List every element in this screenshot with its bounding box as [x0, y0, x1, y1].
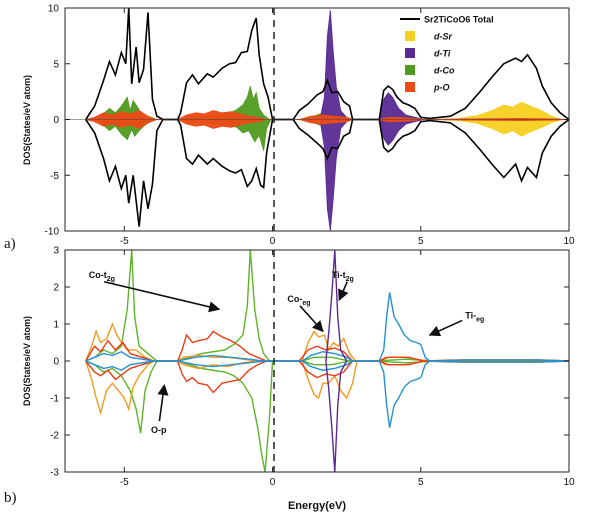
x-tick-label: -5: [120, 236, 129, 247]
panel-a-label: a): [4, 236, 16, 252]
legend-label-total: Sr2TiCoO6 Total: [424, 15, 494, 25]
annotation-label: Co-eg: [287, 294, 310, 307]
annotation-subscript: 2g: [107, 276, 115, 283]
x-axis-label: Energy(eV): [288, 500, 346, 512]
y-tick-label: -3: [50, 468, 59, 479]
legend-label-d-sr: d-Sr: [434, 32, 452, 42]
y-tick-label: -1: [50, 394, 59, 405]
annotation-label: O-p: [151, 425, 167, 435]
panel-b-projected-dos: -5 0 5 10 -3 -2 -1 0 1 2 3 DOS(States/eV atom) Ene…: [4, 246, 575, 513]
annotation-label: Co-t2g: [89, 270, 115, 283]
y-tick-label: -2: [50, 431, 59, 442]
annotation-text: Co-: [287, 294, 302, 304]
series-red-up: [85, 330, 569, 362]
y-tick-label: 3: [53, 246, 59, 257]
series-p-o-down: [85, 119, 569, 129]
legend-label-d-co: d-Co: [434, 66, 455, 76]
annotation-text: Ti-: [465, 310, 476, 320]
legend-swatch-d-co: [405, 65, 415, 75]
y-tick-label: 0: [53, 115, 59, 126]
annotation-arrow: [338, 281, 349, 301]
annotation-subscript: eg: [476, 316, 484, 323]
x-tick-label: 5: [418, 236, 424, 247]
series-orange-down: [85, 360, 569, 416]
series-purple-down: [325, 360, 348, 472]
x-tick-label: 10: [563, 477, 575, 488]
annotation-label: Ti-eg: [465, 310, 484, 323]
legend-swatch-d-ti: [405, 48, 415, 58]
y-tick-label: 5: [53, 59, 59, 70]
series-blue-down: [85, 360, 569, 428]
annotation-label: Ti-t2g: [332, 270, 354, 283]
x-tick-label: 10: [563, 236, 575, 247]
legend: Sr2TiCoO6 Total d-Sr d-Ti d-Co p-O: [400, 15, 494, 93]
annotation-subscript: 2g: [346, 276, 354, 283]
y-tick-label: -5: [50, 171, 59, 182]
y-tick-label: 2: [53, 283, 59, 294]
annotation-arrow: [299, 305, 324, 333]
annotation-arrow: [157, 383, 169, 422]
annotation-arrow: [103, 280, 221, 313]
series-p-o-up: [85, 110, 569, 120]
annotation-text: O-p: [151, 425, 167, 435]
x-tick-label: 5: [418, 477, 424, 488]
series-d-sr-up: [435, 101, 561, 120]
annotation-subscript: eg: [302, 300, 310, 307]
legend-label-p-o: p-O: [433, 83, 450, 93]
series-d-ti-up: [319, 10, 424, 120]
y-tick-label: 0: [53, 357, 59, 368]
panel-a-y-axis-label: DOS(States/eV atom): [22, 75, 32, 165]
annotation-text: Co-t: [89, 270, 107, 280]
series-blue-up: [85, 292, 569, 362]
legend-swatch-p-o: [405, 82, 415, 92]
y-tick-label: 10: [48, 4, 60, 15]
y-tick-label: -10: [45, 227, 60, 238]
series-d-ti-down: [319, 119, 424, 231]
x-tick-label: 0: [270, 477, 276, 488]
series-red-down: [85, 360, 569, 394]
x-tick-label: -5: [120, 477, 129, 488]
panel-b-y-axis-label: DOS(States/eV atom): [22, 316, 32, 406]
x-tick-label: 0: [270, 236, 276, 247]
legend-swatch-d-sr: [405, 31, 415, 41]
legend-label-d-ti: d-Ti: [434, 49, 451, 59]
series-d-sr-down: [435, 119, 561, 137]
panel-b-label: b): [4, 490, 17, 506]
annotation-arrow: [428, 319, 463, 337]
y-tick-label: 1: [53, 320, 59, 331]
panel-a-total-dos: -5 0 5 10 -10 -5 0 5 10 DOS(States/eV atom) a) S…: [4, 4, 575, 253]
series-green-up: [85, 250, 569, 362]
series-purple-up: [325, 250, 348, 362]
annotation-text: Ti-t: [332, 270, 346, 280]
